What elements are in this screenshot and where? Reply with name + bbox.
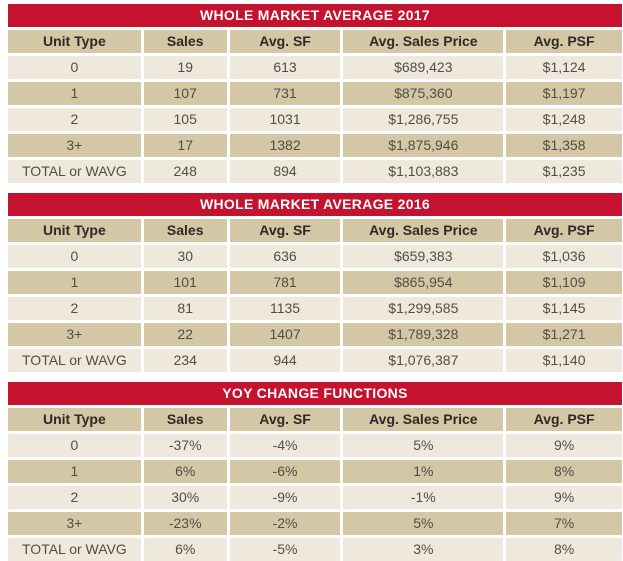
table-cell: 944 — [229, 349, 341, 372]
table-cell: 781 — [229, 271, 341, 294]
table-cell: -5% — [229, 538, 341, 561]
table-cell: $1,124 — [506, 56, 622, 79]
row-label-cell: 2 — [8, 108, 141, 131]
table-whole-market-average-2016: WHOLE MARKET AVERAGE 2016 Unit Type Sale… — [8, 193, 622, 372]
column-header-avg-psf: Avg. PSF — [506, 30, 622, 53]
table-cell: -4% — [229, 434, 341, 457]
row-label-cell: 1 — [8, 82, 141, 105]
row-label-cell: 0 — [8, 434, 141, 457]
table-cell: $1,789,328 — [343, 323, 504, 346]
table-cell: 1031 — [229, 108, 341, 131]
table-cell: 1% — [343, 460, 504, 483]
table-cell: $1,109 — [506, 271, 622, 294]
data-table: Unit Type Sales Avg. SF Avg. Sales Price… — [8, 219, 622, 372]
row-label-cell: 1 — [8, 271, 141, 294]
table-cell: 1382 — [229, 134, 341, 157]
column-header-sales: Sales — [143, 30, 227, 53]
data-table: Unit Type Sales Avg. SF Avg. Sales Price… — [8, 408, 622, 561]
column-header-unit-type: Unit Type — [8, 219, 141, 242]
row-label-cell: 3+ — [8, 134, 141, 157]
table-cell: 22 — [143, 323, 227, 346]
column-header-unit-type: Unit Type — [8, 30, 141, 53]
column-header-avg-sf: Avg. SF — [229, 219, 341, 242]
table-cell: 81 — [143, 297, 227, 320]
table-cell: 101 — [143, 271, 227, 294]
table-cell: $1,036 — [506, 245, 622, 268]
table-cell: $1,076,387 — [343, 349, 504, 372]
table-cell: 8% — [506, 538, 622, 561]
table-cell: 5% — [343, 512, 504, 535]
table-cell: $1,140 — [506, 349, 622, 372]
table-cell: 1407 — [229, 323, 341, 346]
table-title-bar: WHOLE MARKET AVERAGE 2017 — [8, 4, 622, 27]
table-cell: 17 — [143, 134, 227, 157]
table-cell: 6% — [143, 538, 227, 561]
table-cell: 19 — [143, 56, 227, 79]
data-table: Unit Type Sales Avg. SF Avg. Sales Price… — [8, 30, 622, 183]
table-cell: $1,145 — [506, 297, 622, 320]
table-cell: $689,423 — [343, 56, 504, 79]
row-label-cell: 2 — [8, 486, 141, 509]
table-cell: $1,358 — [506, 134, 622, 157]
table-cell: $1,197 — [506, 82, 622, 105]
table-cell: -1% — [343, 486, 504, 509]
table-cell: 105 — [143, 108, 227, 131]
table-cell: $865,954 — [343, 271, 504, 294]
table-cell: 7% — [506, 512, 622, 535]
table-cell: 894 — [229, 160, 341, 183]
table-cell: -2% — [229, 512, 341, 535]
table-cell: $875,360 — [343, 82, 504, 105]
table-cell: 5% — [343, 434, 504, 457]
table-cell: 6% — [143, 460, 227, 483]
table-cell: -9% — [229, 486, 341, 509]
total-row-label: TOTAL or WAVG — [8, 349, 141, 372]
table-cell: 9% — [506, 486, 622, 509]
table-cell: $1,299,585 — [343, 297, 504, 320]
table-cell: 9% — [506, 434, 622, 457]
column-header-unit-type: Unit Type — [8, 408, 141, 431]
table-yoy-change-functions: YOY CHANGE FUNCTIONS Unit Type Sales Avg… — [8, 382, 622, 561]
table-whole-market-average-2017: WHOLE MARKET AVERAGE 2017 Unit Type Sale… — [8, 4, 622, 183]
table-title-bar: WHOLE MARKET AVERAGE 2016 — [8, 193, 622, 216]
table-cell: 1135 — [229, 297, 341, 320]
table-cell: 30 — [143, 245, 227, 268]
row-label-cell: 1 — [8, 460, 141, 483]
table-cell: $1,235 — [506, 160, 622, 183]
table-cell: $1,103,883 — [343, 160, 504, 183]
table-cell: 30% — [143, 486, 227, 509]
table-cell: 731 — [229, 82, 341, 105]
column-header-avg-sales-price: Avg. Sales Price — [343, 408, 504, 431]
table-cell: 8% — [506, 460, 622, 483]
table-cell: -23% — [143, 512, 227, 535]
column-header-avg-sf: Avg. SF — [229, 408, 341, 431]
column-header-avg-psf: Avg. PSF — [506, 408, 622, 431]
column-header-sales: Sales — [143, 219, 227, 242]
table-title-bar: YOY CHANGE FUNCTIONS — [8, 382, 622, 405]
column-header-avg-psf: Avg. PSF — [506, 219, 622, 242]
table-cell: 248 — [143, 160, 227, 183]
table-cell: 107 — [143, 82, 227, 105]
column-header-avg-sales-price: Avg. Sales Price — [343, 30, 504, 53]
table-cell: 613 — [229, 56, 341, 79]
row-label-cell: 0 — [8, 245, 141, 268]
column-header-avg-sales-price: Avg. Sales Price — [343, 219, 504, 242]
table-cell: 636 — [229, 245, 341, 268]
row-label-cell: 0 — [8, 56, 141, 79]
table-cell: $1,875,946 — [343, 134, 504, 157]
table-cell: $1,271 — [506, 323, 622, 346]
row-label-cell: 3+ — [8, 512, 141, 535]
column-header-avg-sf: Avg. SF — [229, 30, 341, 53]
table-cell: 234 — [143, 349, 227, 372]
row-label-cell: 2 — [8, 297, 141, 320]
total-row-label: TOTAL or WAVG — [8, 160, 141, 183]
column-header-sales: Sales — [143, 408, 227, 431]
total-row-label: TOTAL or WAVG — [8, 538, 141, 561]
table-cell: $659,383 — [343, 245, 504, 268]
table-cell: $1,286,755 — [343, 108, 504, 131]
table-cell: -6% — [229, 460, 341, 483]
table-cell: 3% — [343, 538, 504, 561]
table-cell: -37% — [143, 434, 227, 457]
row-label-cell: 3+ — [8, 323, 141, 346]
table-cell: $1,248 — [506, 108, 622, 131]
